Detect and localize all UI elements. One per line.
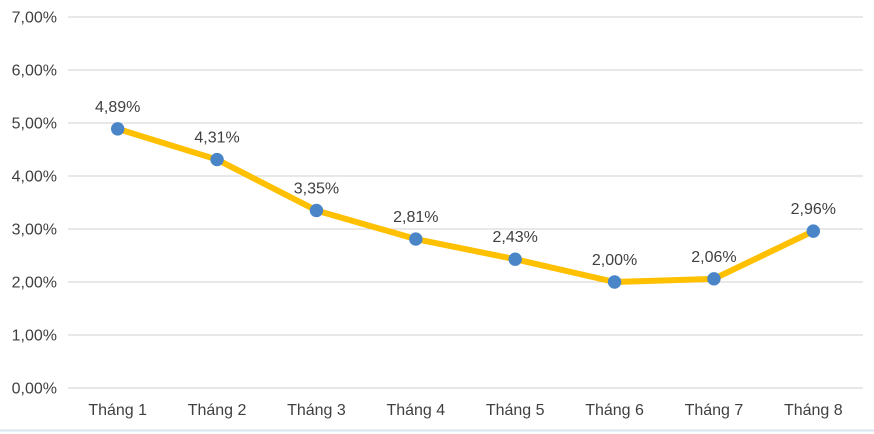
data-point-marker bbox=[806, 224, 821, 238]
y-tick-label: 7,00% bbox=[12, 10, 57, 27]
x-axis-label: Tháng 5 bbox=[486, 402, 545, 419]
data-label: 4,89% bbox=[95, 99, 140, 116]
data-label: 2,96% bbox=[791, 201, 836, 218]
x-axis-label: Tháng 2 bbox=[188, 402, 247, 419]
y-tick-label: 6,00% bbox=[12, 63, 57, 80]
data-point-marker bbox=[409, 232, 423, 246]
data-point-marker bbox=[607, 275, 622, 289]
y-tick-label: 2,00% bbox=[12, 275, 57, 292]
y-tick-label: 3,00% bbox=[12, 222, 57, 239]
data-point-marker bbox=[309, 203, 324, 218]
data-label: 2,00% bbox=[592, 252, 637, 269]
data-label: 2,81% bbox=[393, 209, 438, 226]
data-label: 4,31% bbox=[194, 130, 239, 147]
x-axis-label: Tháng 6 bbox=[585, 402, 644, 419]
x-axis-label: Tháng 4 bbox=[386, 402, 445, 419]
x-axis-label: Tháng 7 bbox=[685, 402, 744, 419]
series-line bbox=[114, 125, 817, 285]
x-axis-label: Tháng 1 bbox=[88, 402, 147, 419]
y-tick-label: 4,00% bbox=[12, 169, 57, 186]
data-point-marker bbox=[110, 122, 125, 136]
y-tick-label: 0,00% bbox=[12, 381, 57, 398]
x-axis-label: Tháng 3 bbox=[287, 402, 346, 419]
data-point-marker bbox=[508, 252, 522, 266]
y-tick-label: 1,00% bbox=[12, 328, 57, 345]
data-label: 2,06% bbox=[691, 249, 736, 266]
data-label: 2,43% bbox=[493, 229, 538, 246]
data-label: 3,35% bbox=[294, 180, 339, 197]
x-axis-label: Tháng 8 bbox=[784, 402, 843, 419]
y-tick-label: 5,00% bbox=[12, 116, 57, 133]
data-point-marker bbox=[210, 152, 224, 167]
data-point-marker bbox=[707, 272, 721, 286]
